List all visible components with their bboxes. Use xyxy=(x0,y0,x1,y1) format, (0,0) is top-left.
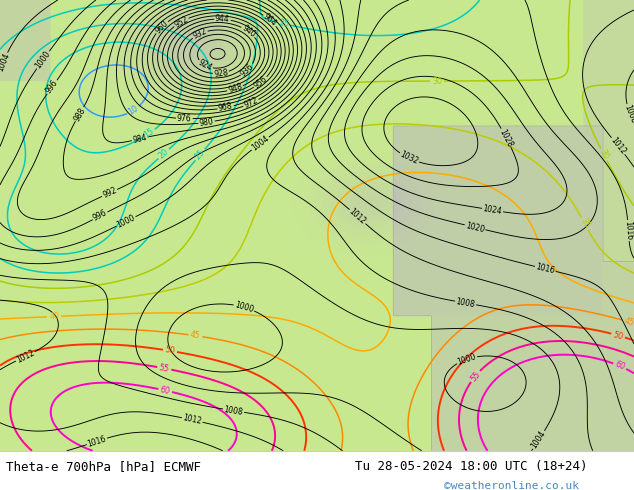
Text: 1012: 1012 xyxy=(609,136,628,156)
Text: 30: 30 xyxy=(597,148,610,161)
Text: 15: 15 xyxy=(143,127,156,140)
Text: 960: 960 xyxy=(153,19,170,35)
Text: 1004: 1004 xyxy=(529,429,548,450)
Text: 1000: 1000 xyxy=(34,49,53,71)
Text: 996: 996 xyxy=(91,208,108,223)
Text: 10: 10 xyxy=(127,104,140,117)
Text: 984: 984 xyxy=(132,133,148,145)
Text: 25: 25 xyxy=(278,18,290,29)
Text: 976: 976 xyxy=(177,114,191,123)
Text: 1008: 1008 xyxy=(223,405,244,416)
Text: ©weatheronline.co.uk: ©weatheronline.co.uk xyxy=(444,481,579,490)
Text: 1028: 1028 xyxy=(498,127,515,148)
Text: 45: 45 xyxy=(623,316,634,328)
Text: 1004: 1004 xyxy=(250,134,271,153)
Text: 968: 968 xyxy=(217,102,233,113)
Text: 972: 972 xyxy=(243,96,259,110)
Text: 1012: 1012 xyxy=(15,348,36,365)
Text: 1016: 1016 xyxy=(623,220,633,241)
Text: 25: 25 xyxy=(193,148,207,162)
Text: 1016: 1016 xyxy=(86,434,108,448)
Text: 988: 988 xyxy=(72,106,87,122)
Text: 944: 944 xyxy=(215,14,230,24)
Text: 45: 45 xyxy=(190,331,201,341)
Text: 1000: 1000 xyxy=(115,213,137,230)
Text: 952: 952 xyxy=(172,14,190,29)
Text: 924: 924 xyxy=(197,58,214,73)
Text: 55: 55 xyxy=(469,369,482,383)
Text: 30: 30 xyxy=(432,76,442,86)
Text: Theta-e 700hPa [hPa] ECMWF: Theta-e 700hPa [hPa] ECMWF xyxy=(6,460,202,473)
Text: 1032: 1032 xyxy=(399,150,420,167)
Text: 60: 60 xyxy=(159,385,171,396)
Text: 20: 20 xyxy=(157,147,171,161)
Text: 980: 980 xyxy=(199,117,214,128)
Text: 1016: 1016 xyxy=(535,262,556,275)
Text: 1004: 1004 xyxy=(0,52,11,73)
Text: 940: 940 xyxy=(240,24,257,40)
Text: 55: 55 xyxy=(158,363,170,374)
Text: 1000: 1000 xyxy=(456,352,477,367)
Text: 1024: 1024 xyxy=(482,204,503,216)
Text: 35: 35 xyxy=(578,217,591,230)
Text: 1020: 1020 xyxy=(465,220,486,234)
Text: 60: 60 xyxy=(614,360,626,372)
Text: 1008: 1008 xyxy=(455,297,476,309)
Text: 948: 948 xyxy=(227,82,243,95)
Text: 964: 964 xyxy=(261,12,278,28)
Text: 1012: 1012 xyxy=(347,207,368,226)
Text: 928: 928 xyxy=(213,68,229,78)
Text: 1008: 1008 xyxy=(623,103,634,125)
Text: 40: 40 xyxy=(49,312,59,321)
Text: Tu 28-05-2024 18:00 UTC (18+24): Tu 28-05-2024 18:00 UTC (18+24) xyxy=(355,460,588,473)
Text: 932: 932 xyxy=(191,27,208,41)
Text: 1000: 1000 xyxy=(233,300,255,315)
Text: 956: 956 xyxy=(252,74,269,91)
Text: 996: 996 xyxy=(44,78,60,96)
Text: 50: 50 xyxy=(612,330,624,341)
Text: 936: 936 xyxy=(239,62,256,78)
Text: 992: 992 xyxy=(101,186,118,200)
Text: 1012: 1012 xyxy=(182,414,203,426)
Text: 50: 50 xyxy=(164,345,176,356)
